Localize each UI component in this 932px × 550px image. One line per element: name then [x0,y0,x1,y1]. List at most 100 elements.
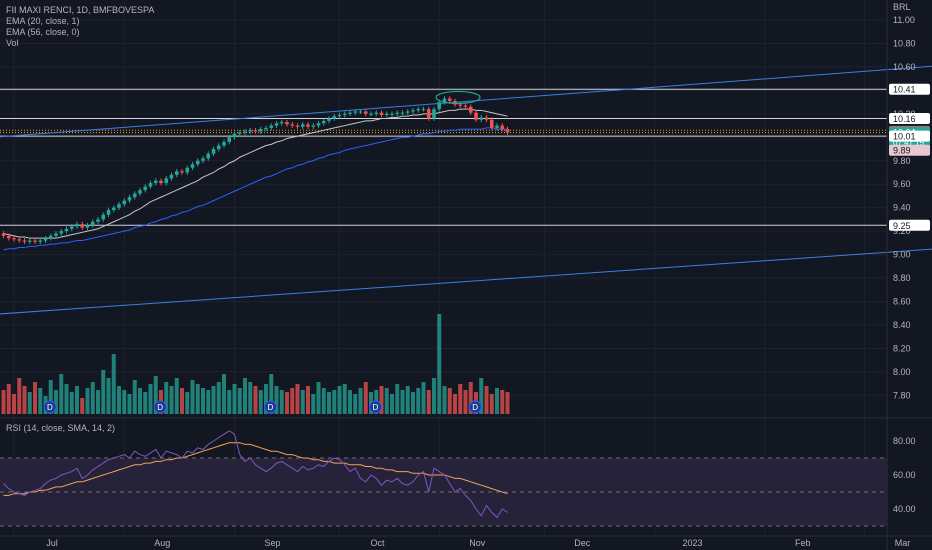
candle-body [337,115,342,117]
volume-bar [442,386,447,414]
candle-body [342,113,347,116]
volume-bar [353,394,358,414]
volume-bar [1,390,6,414]
candle-body [237,132,242,134]
price-tick-label: 8.60 [893,297,911,307]
volume-bar [12,394,16,414]
price-label-line[interactable] [889,113,930,125]
rsi-title[interactable]: RSI (14, close, SMA, 14, 2) [6,423,116,433]
ema-56-legend[interactable]: EMA (56, close, 0) [6,27,80,37]
volume-bar [33,382,37,414]
candle-body [180,171,184,173]
candle-body [311,125,316,127]
volume-bar [300,390,305,414]
volume-legend[interactable]: Vol [6,38,19,48]
volume-bar [237,388,242,414]
candle-body [148,183,153,187]
volume-bar [453,394,457,414]
price-label-text: 10.41 [893,85,916,95]
time-axis-label: Nov [469,538,486,548]
price-label-pink[interactable] [889,144,930,156]
candle-body [206,153,211,159]
candle-body [117,204,121,208]
volume-bar [22,386,27,414]
symbol-title[interactable]: FII MAXI RENCI, 1D, BMFBOVESPA [6,5,155,15]
candle-body [479,117,484,120]
candle-body [411,110,415,112]
price-tick-label: 9.00 [893,250,911,260]
dividend-marker[interactable] [468,400,482,414]
candle-body [321,120,326,124]
price-label-text: 10.01 [893,132,916,142]
dividend-marker[interactable] [153,400,167,414]
candle-body [111,207,116,211]
time-axis-label: Sep [264,538,280,548]
candle-body [243,131,247,133]
candle-body [253,130,258,132]
price-tick-label: 10.80 [893,38,916,48]
volume-bar [400,390,405,414]
candle-body [369,113,373,115]
candle-body [463,105,468,107]
candle-body [211,149,216,154]
volume-bar [138,388,142,414]
volume-bar [274,386,279,414]
time-axis-label: Feb [795,538,811,548]
candle-body [442,98,447,103]
candle-body [500,125,505,130]
candle-body [159,180,163,184]
dividend-marker[interactable] [264,400,277,414]
volume-bar [279,390,284,414]
volume-bar [17,378,22,414]
rsi-legend: RSI (14, close, SMA, 14, 2) [6,423,115,434]
ellipse-annotation[interactable] [435,90,481,105]
price-label-line[interactable] [889,83,930,95]
volume-bar [222,374,226,414]
candle-body [143,186,148,191]
volume-bar [264,384,268,414]
candle-body [363,111,368,114]
volume-bar [90,382,95,414]
candle-body [6,235,11,239]
volume-bar [489,394,494,414]
rsi-tick-label: 80.00 [893,436,916,446]
candle-body [505,129,510,133]
volume-bar [122,390,127,414]
candle-body [279,122,284,124]
trendline[interactable] [0,65,932,138]
candle-body [248,130,253,132]
candle-body [195,160,200,165]
price-tick-label: 9.80 [893,156,911,166]
candle-body [316,123,321,126]
candle-body [348,112,352,114]
candle-body [285,122,289,125]
candle-body [101,214,106,220]
candle-body [274,123,279,126]
volume-bar [211,386,216,414]
volume-bar [295,384,300,414]
dividend-marker[interactable] [43,400,57,414]
candle-body [384,113,389,116]
candle-body [264,127,268,130]
volume-bar [285,392,289,414]
price-label-line[interactable] [889,130,930,142]
candle-body [458,104,463,106]
candle-body [169,174,174,179]
candle-body [426,109,431,119]
candle-body [489,119,494,128]
dividend-marker[interactable] [369,400,382,414]
trendline[interactable] [0,248,932,315]
volume-bar [358,388,363,414]
volume-bar [342,384,347,414]
volume-bar [416,388,421,414]
price-label-line[interactable] [889,219,930,231]
candle-body [379,112,384,116]
volume-bar [395,384,400,414]
volume-bar [290,388,295,414]
volume-bar [54,390,58,414]
volume-bar [463,390,468,414]
ema-20-legend[interactable]: EMA (20, close, 1) [6,16,80,26]
volume-bar [185,392,190,414]
candle-body [332,116,337,119]
